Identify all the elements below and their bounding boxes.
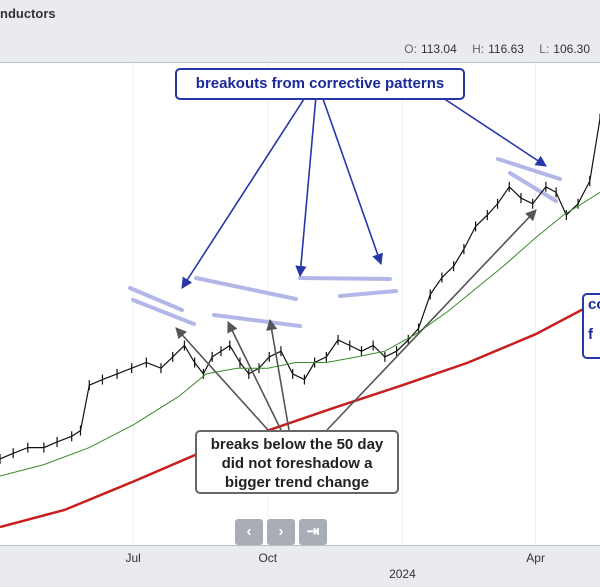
open-value: 113.04: [420, 42, 457, 56]
low-value: 106.30: [553, 42, 590, 56]
pattern-line: [212, 313, 302, 328]
scroll-back-button[interactable]: ‹: [235, 519, 263, 545]
breaks-callout-line-3: bigger trend change: [224, 474, 370, 491]
symbol-title: nductors: [0, 6, 56, 21]
annotation-arrows: [175, 95, 547, 431]
x-tick-label: 2024: [389, 567, 416, 581]
x-tick-label: Apr: [526, 551, 545, 565]
ma200-line: [0, 299, 600, 529]
pattern-line: [194, 276, 298, 301]
side-callout: co f: [582, 293, 600, 359]
open-label: O:: [404, 42, 417, 56]
breakout-arrow: [439, 95, 547, 167]
ma50-line: [0, 191, 600, 477]
breakout-arrow: [295, 95, 317, 278]
ohlc-readout: O: 113.04 H: 116.63 L: 106.30: [392, 42, 590, 56]
price-line: [0, 118, 600, 460]
pattern-lines: [128, 157, 562, 328]
pattern-line: [508, 171, 558, 203]
breaks-callout-line-1: breaks below the 50 day: [210, 436, 384, 453]
high-label: H:: [472, 42, 485, 56]
high-value: 116.63: [488, 42, 524, 56]
breaks-callout: breaks below the 50 day did not foreshad…: [195, 430, 399, 494]
pattern-line: [338, 289, 398, 298]
breakout-arrow: [181, 95, 307, 289]
x-tick-label: Oct: [258, 551, 278, 565]
break-arrow: [326, 209, 537, 431]
pattern-line: [131, 298, 196, 326]
pattern-line: [128, 286, 184, 312]
break-arrow: [266, 318, 290, 431]
chart-navigation: ‹ › ⇥: [235, 519, 327, 545]
side-callout-line-1: co: [588, 296, 600, 313]
low-label: L:: [539, 42, 550, 56]
scroll-to-end-button[interactable]: ⇥: [299, 519, 327, 545]
breakouts-callout: breakouts from corrective patterns: [175, 68, 465, 100]
breakout-arrow: [321, 95, 383, 266]
price-chart[interactable]: [0, 62, 600, 544]
x-tick-label: Jul: [125, 551, 141, 565]
break-arrow: [227, 320, 282, 431]
scroll-forward-button[interactable]: ›: [267, 519, 295, 545]
pattern-line: [298, 276, 392, 281]
break-arrow: [175, 327, 269, 431]
breaks-callout-line-2: did not foreshadow a: [221, 455, 373, 472]
side-callout-line-2: f: [588, 326, 593, 343]
pattern-line: [496, 157, 562, 181]
series-layer: [0, 113, 600, 529]
